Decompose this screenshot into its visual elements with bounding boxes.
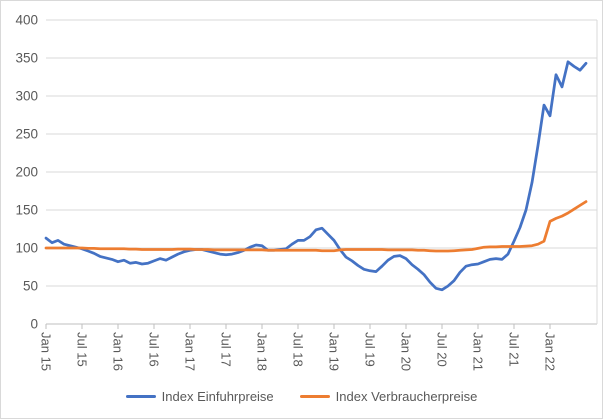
legend-line-swatch-blue bbox=[125, 394, 156, 398]
legend-label: Index Einfuhrpreise bbox=[161, 388, 274, 404]
x-tick-label: Jan 20 bbox=[399, 332, 414, 371]
x-tick-label: Jan 18 bbox=[255, 332, 270, 371]
x-tick-label: Jul 16 bbox=[147, 332, 162, 367]
x-tick-label: Jan 15 bbox=[39, 332, 54, 371]
legend: Index Einfuhrpreise Index Verbraucherpre… bbox=[1, 384, 602, 408]
y-tick-label: 150 bbox=[15, 203, 38, 218]
x-tick-label: Jan 22 bbox=[543, 332, 558, 371]
x-tick-label: Jan 21 bbox=[471, 332, 486, 371]
x-tick-label: Jul 19 bbox=[363, 332, 378, 367]
legend-label: Index Verbraucherpreise bbox=[335, 388, 478, 404]
y-tick-label: 100 bbox=[15, 241, 38, 256]
legend-item-einfuhrpreise: Index Einfuhrpreise bbox=[125, 388, 274, 404]
y-tick-label: 200 bbox=[15, 165, 38, 180]
x-tick-label: Jul 17 bbox=[219, 332, 234, 367]
x-tick-label: Jul 18 bbox=[291, 332, 306, 367]
series-line-verbraucherpreise bbox=[44, 200, 588, 253]
y-tick-label: 250 bbox=[15, 127, 38, 142]
x-tick-label: Jan 19 bbox=[327, 332, 342, 371]
y-tick-label: 350 bbox=[15, 51, 38, 66]
y-tick-label: 300 bbox=[15, 89, 38, 104]
x-tick-label: Jul 15 bbox=[75, 332, 90, 367]
y-tick-label: 400 bbox=[15, 13, 38, 28]
x-tick-label: Jan 16 bbox=[111, 332, 126, 371]
legend-line-swatch-orange bbox=[299, 394, 330, 398]
series-line-einfuhrpreise bbox=[44, 60, 588, 292]
x-tick-label: Jul 21 bbox=[507, 332, 522, 367]
y-tick-label: 0 bbox=[30, 317, 38, 332]
x-tick-label: Jan 17 bbox=[183, 332, 198, 371]
legend-item-verbraucherpreise: Index Verbraucherpreise bbox=[299, 388, 478, 404]
x-tick-label: Jul 20 bbox=[435, 332, 450, 367]
y-tick-label: 50 bbox=[23, 279, 38, 294]
